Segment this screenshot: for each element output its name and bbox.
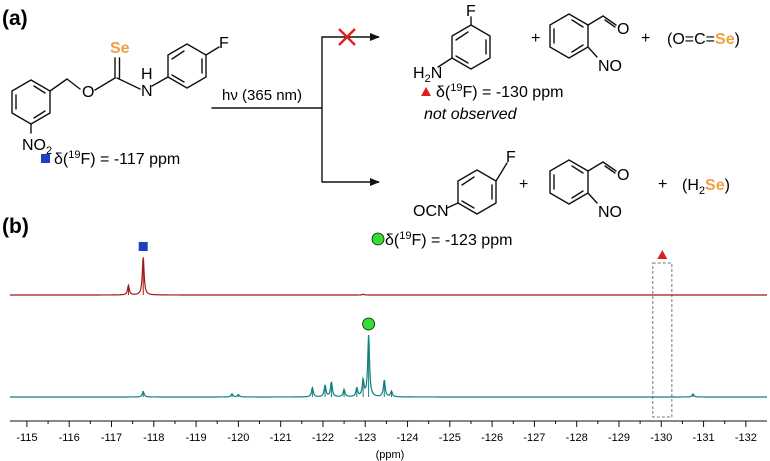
triangle-region-highlight-box [652, 262, 673, 418]
top-product-shift-label: δ(19F) = -130 ppm [436, 82, 563, 101]
plus-sign: + [641, 30, 650, 47]
circle-marker-icon [362, 317, 376, 331]
fluorine-atom-label: F [219, 35, 229, 52]
c-o-double-bond [602, 15, 617, 26]
x-tick-label: -124 [397, 432, 419, 444]
series-bottom-trace [10, 334, 767, 398]
not-observed-note: not observed [424, 106, 518, 123]
x-tick-label: -119 [185, 432, 206, 444]
panel-label-b: (b) [2, 215, 29, 238]
x-tick-label: -126 [481, 432, 503, 444]
ring-double-bond [455, 31, 469, 41]
amino-group-label: H2N [413, 65, 442, 85]
nmr-spectrum-chart: -115 -116 -117 -118 -119 -120 -121 -122 -123 -124… [10, 242, 767, 461]
reactant-shift-label: δ(19F) = -117 ppm [54, 149, 180, 168]
plus-sign: + [658, 176, 667, 193]
square-marker-icon [138, 242, 148, 251]
benzylic-bond [49, 78, 68, 92]
o-c-bond [94, 77, 116, 91]
triangle-marker-icon [657, 250, 668, 259]
ocse-byproduct-label: (O=C=Se) [667, 31, 740, 48]
ring-double-bond [571, 190, 584, 199]
top-products-structures [437, 13, 617, 70]
circle-marker-icon [371, 232, 385, 246]
fluorine-atom-label: F [506, 149, 516, 166]
ring-double-bond [171, 50, 185, 60]
x-tick-label: -125 [439, 432, 461, 444]
series-top-trace [10, 258, 767, 296]
ring-double-bond [461, 200, 475, 209]
ring-double-bond [33, 85, 46, 94]
square-marker-icon [41, 154, 50, 163]
blocked-pathway-cross-icon [338, 28, 356, 46]
panel-label-a: (a) [2, 7, 28, 30]
bottom-products-structures [446, 159, 617, 215]
ring-double-bond [455, 55, 469, 64]
x-tick-label: -132 [735, 432, 757, 444]
x-tick-label: -123 [354, 432, 376, 444]
reactant-structure [11, 43, 220, 134]
c-n-bond [437, 57, 453, 68]
nh-nitrogen-label: N [141, 83, 153, 100]
plus-sign: + [519, 176, 528, 193]
c-o-double-bond [604, 19, 616, 28]
x-tick-label: -127 [523, 432, 545, 444]
n-aryl-bond [151, 76, 169, 87]
fluorophenyl-ring [167, 43, 207, 89]
cho-bond [587, 15, 604, 26]
nh-hydrogen-label: H [141, 66, 153, 83]
fluoroaniline-ring [451, 24, 491, 70]
x-tick-label: -129 [608, 432, 630, 444]
selenium-atom-label: Se [110, 40, 130, 57]
x-tick-label: -131 [693, 432, 715, 444]
x-tick-label: -130 [650, 432, 672, 444]
c-nitroso-bond [587, 46, 598, 58]
nitro-group-label: NO2 [22, 137, 52, 157]
nitroso-group-label: NO [598, 58, 622, 75]
c-n-bond [116, 77, 141, 90]
x-tick-label: -128 [566, 432, 588, 444]
triangle-marker-icon [421, 87, 431, 96]
reaction-arrows [211, 28, 380, 186]
ring-double-bond [171, 74, 185, 83]
isocyanate-group-label: OCN [413, 203, 449, 220]
reactant-benzene-ring [11, 79, 51, 125]
c-f-bond [205, 46, 220, 56]
ch2-o-bond [66, 78, 81, 90]
c-n-bond [446, 202, 459, 209]
ring-double-bond [571, 44, 584, 53]
aldehyde-oxygen-label: O [617, 167, 629, 184]
fluorine-atom-label: F [466, 3, 476, 20]
x-tick-label: -115 [16, 432, 37, 444]
aldehyde-oxygen-label: O [617, 21, 629, 38]
c-nitroso-bond [587, 192, 598, 204]
plus-sign: + [531, 30, 540, 47]
c-o-double-bond [604, 165, 616, 174]
oxygen-atom-label: O [82, 84, 94, 101]
c-o-double-bond [602, 161, 617, 172]
bottom-product-shift-label: δ(19F) = -123 ppm [385, 230, 512, 249]
x-tick-label: -121 [270, 432, 292, 444]
ring-double-bond [571, 165, 584, 174]
ring-double-bond [571, 19, 584, 28]
fluorophenyl-isocyanate-ring [457, 169, 497, 215]
ring-double-bond [33, 110, 46, 119]
c-f-bond [495, 162, 508, 182]
nitrosobenzaldehyde-ring [549, 159, 589, 205]
irradiation-condition: hν (365 nm) [222, 87, 302, 104]
h2se-byproduct-label: (H2Se) [682, 177, 730, 197]
nitrosobenzaldehyde-ring [549, 13, 589, 59]
x-tick-label: -120 [227, 432, 249, 444]
x-tick-label: -118 [143, 432, 164, 444]
ring-double-bond [461, 176, 475, 186]
x-tick-label: -122 [312, 432, 334, 444]
cho-bond [587, 161, 604, 172]
x-tick-label: -116 [59, 432, 80, 444]
x-tick-label: -117 [101, 432, 122, 444]
x-axis-label: (ppm) [376, 449, 405, 461]
nitroso-group-label: NO [598, 204, 622, 221]
